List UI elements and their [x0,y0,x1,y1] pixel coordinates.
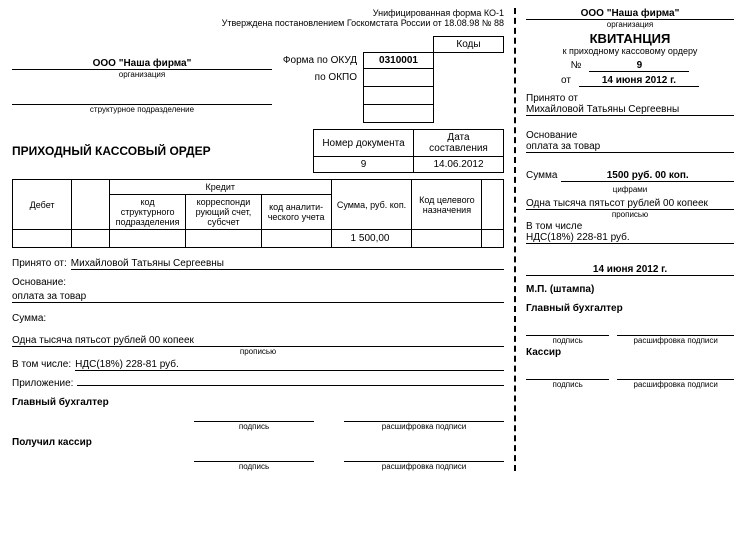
receipt-vat-label: В том числе [526,221,734,232]
receipt-subtitle: к приходному кассовому ордеру [526,46,734,56]
cashier-got-label: Получил кассир [12,437,504,448]
receipt-basis-label: Основание [526,130,734,141]
receipt-sum-label: Сумма [526,170,557,181]
chief-acc-label: Главный бухгалтер [12,397,504,408]
org-name: ООО "Наша фирма" [12,58,272,70]
receipt-org: ООО "Наша фирма" [526,8,734,20]
org-label: организация [12,70,272,79]
receipt-num-label: № [571,60,582,71]
receipt-vat: НДС(18%) 228-81 руб. [526,232,734,244]
receipt-org-label: организация [526,20,734,29]
receipt-recfrom-label: Принято от [526,93,734,104]
sum-text-label: Сумма: [12,313,46,324]
receipt-basis: оплата за товар [526,141,734,153]
receipt-date: 14 июня 2012 г. [579,75,699,87]
received-from-label: Принято от: [12,258,67,269]
receipt-title: КВИТАНЦИЯ [526,31,734,46]
propis-label: прописью [12,347,504,356]
basis-label: Основание: [12,277,66,288]
vat-value: НДС(18%) 228-81 руб. [75,359,504,371]
struct-label: структурное подразделение [12,105,272,114]
order-title: ПРИХОДНЫЙ КАССОВЫЙ ОРДЕР [12,144,313,158]
struct-unit [12,93,272,105]
receipt-date2: 14 июня 2012 г. [526,264,734,276]
main-table: Дебет Кредит Сумма, руб. коп. Код целево… [12,179,504,248]
sum-words: Одна тысяча пятьсот рублей 00 копеек [12,335,504,347]
attachment-value [77,374,504,386]
basis-value: оплата за товар [12,291,504,303]
sum-value: 1 500,00 [331,230,412,248]
receipt-num: 9 [589,60,689,72]
receipt-cashier: Кассир [526,347,734,358]
receipt-date-label: от [561,75,571,86]
receipt-propis: прописью [526,210,734,219]
docnum-table: Номер документа Дата составления 9 14.06… [313,129,504,173]
receipt-stamp: М.П. (штампа) [526,284,734,295]
receipt-sum: 1500 руб. 00 коп. [561,170,734,182]
receipt-recfrom: Михайловой Татьяны Сергеевны [526,104,734,116]
vat-label: В том числе: [12,359,71,370]
receipt-chief-acc: Главный бухгалтер [526,303,734,314]
codes-table: Коды Форма по ОКУД0310001 по ОКПО [279,36,504,123]
received-from: Михайловой Татьяны Сергеевны [71,258,504,270]
form-approved: Утверждена постановлением Госкомстата Ро… [12,18,504,28]
receipt-sum-words: Одна тысяча пятьсот рублей 00 копеек [526,198,734,210]
attachment-label: Приложение: [12,378,73,389]
form-unified-title: Унифицированная форма КО-1 [12,8,504,18]
receipt-sum-caption: цифрами [526,185,734,194]
